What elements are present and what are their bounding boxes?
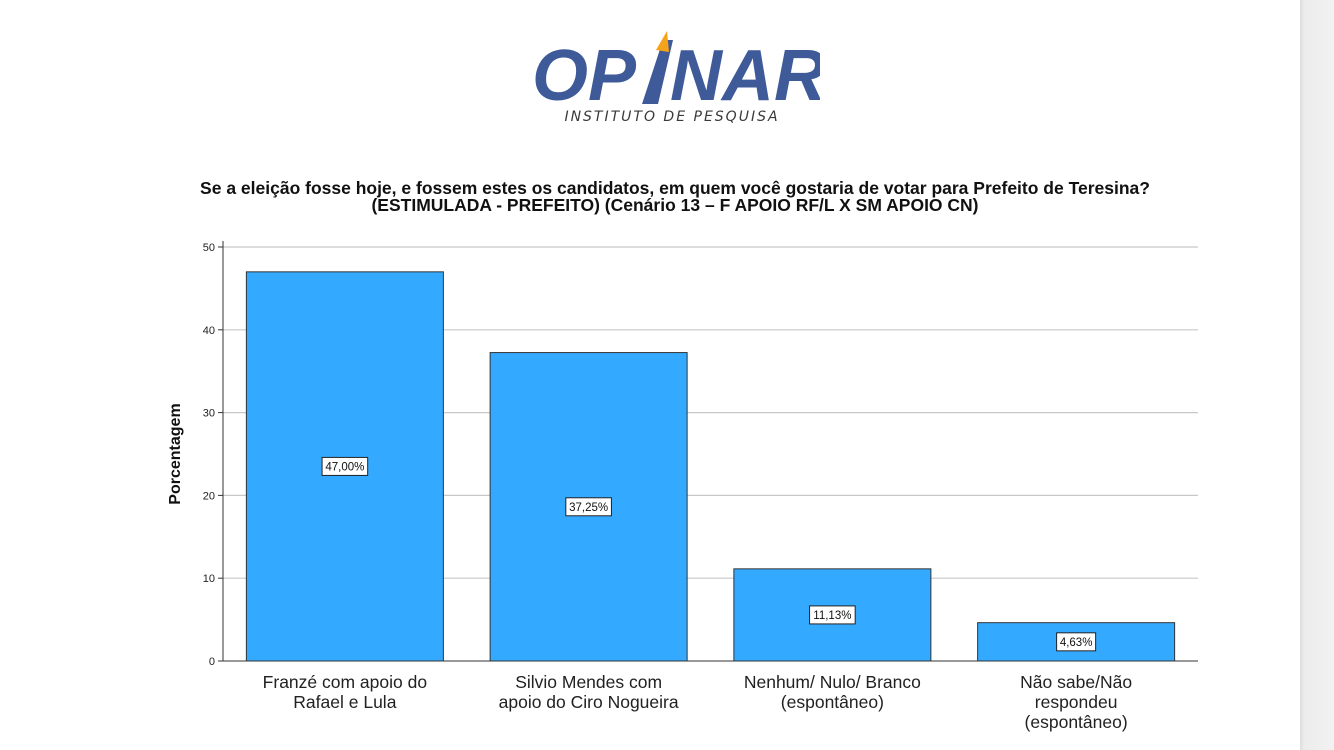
y-tick-label: 10	[203, 573, 215, 585]
bar-chart: 0 10 20 30 40 50 Porcentagem 47,00% Franzé com a…	[167, 241, 1198, 732]
logo-accent-mark	[656, 31, 669, 52]
logo-tagline: INSTITUTO DE PESQUISA	[564, 109, 779, 125]
category-label: Franzé com apoio do	[263, 672, 427, 692]
y-tick-label: 20	[203, 490, 215, 502]
data-label: 4,63%	[1060, 637, 1093, 649]
logo-slash-mark	[642, 40, 673, 104]
data-label-box	[809, 605, 856, 625]
logo-brand-left: OP	[532, 36, 637, 116]
category-label: (espontâneo)	[1025, 712, 1128, 732]
category-label: Não sabe/Não	[1020, 672, 1132, 692]
logo-brand-right: NAR	[670, 36, 820, 116]
opinar-logo: OP NAR INSTITUTO DE PESQUISA	[532, 31, 820, 125]
data-label-box	[1056, 632, 1097, 652]
data-label: 11,13%	[813, 610, 851, 622]
data-label: 47,00%	[325, 461, 364, 473]
data-label: 37,25%	[569, 502, 608, 514]
report-page: OP NAR INSTITUTO DE PESQUISA Se a eleiçã…	[0, 0, 1300, 750]
data-label-box	[321, 456, 369, 476]
page-edge-shadow	[1300, 0, 1334, 750]
category-label: apoio do Ciro Nogueira	[499, 692, 679, 712]
category-label: respondeu	[1035, 692, 1118, 712]
y-axis-label: Porcentagem	[167, 403, 184, 504]
category-label: Nenhum/ Nulo/ Branco	[744, 672, 921, 692]
category-label: Rafael e Lula	[293, 692, 396, 712]
y-tick-label: 40	[203, 325, 215, 337]
category-label: Silvio Mendes com	[515, 672, 662, 692]
chart-title: Se a eleição fosse hoje, e fossem estes …	[200, 178, 1150, 215]
data-label-box	[565, 497, 612, 517]
category-label: (espontâneo)	[781, 692, 884, 712]
y-tick-label: 30	[203, 408, 215, 420]
y-tick-label: 50	[203, 242, 215, 254]
y-tick-label: 0	[209, 656, 215, 668]
